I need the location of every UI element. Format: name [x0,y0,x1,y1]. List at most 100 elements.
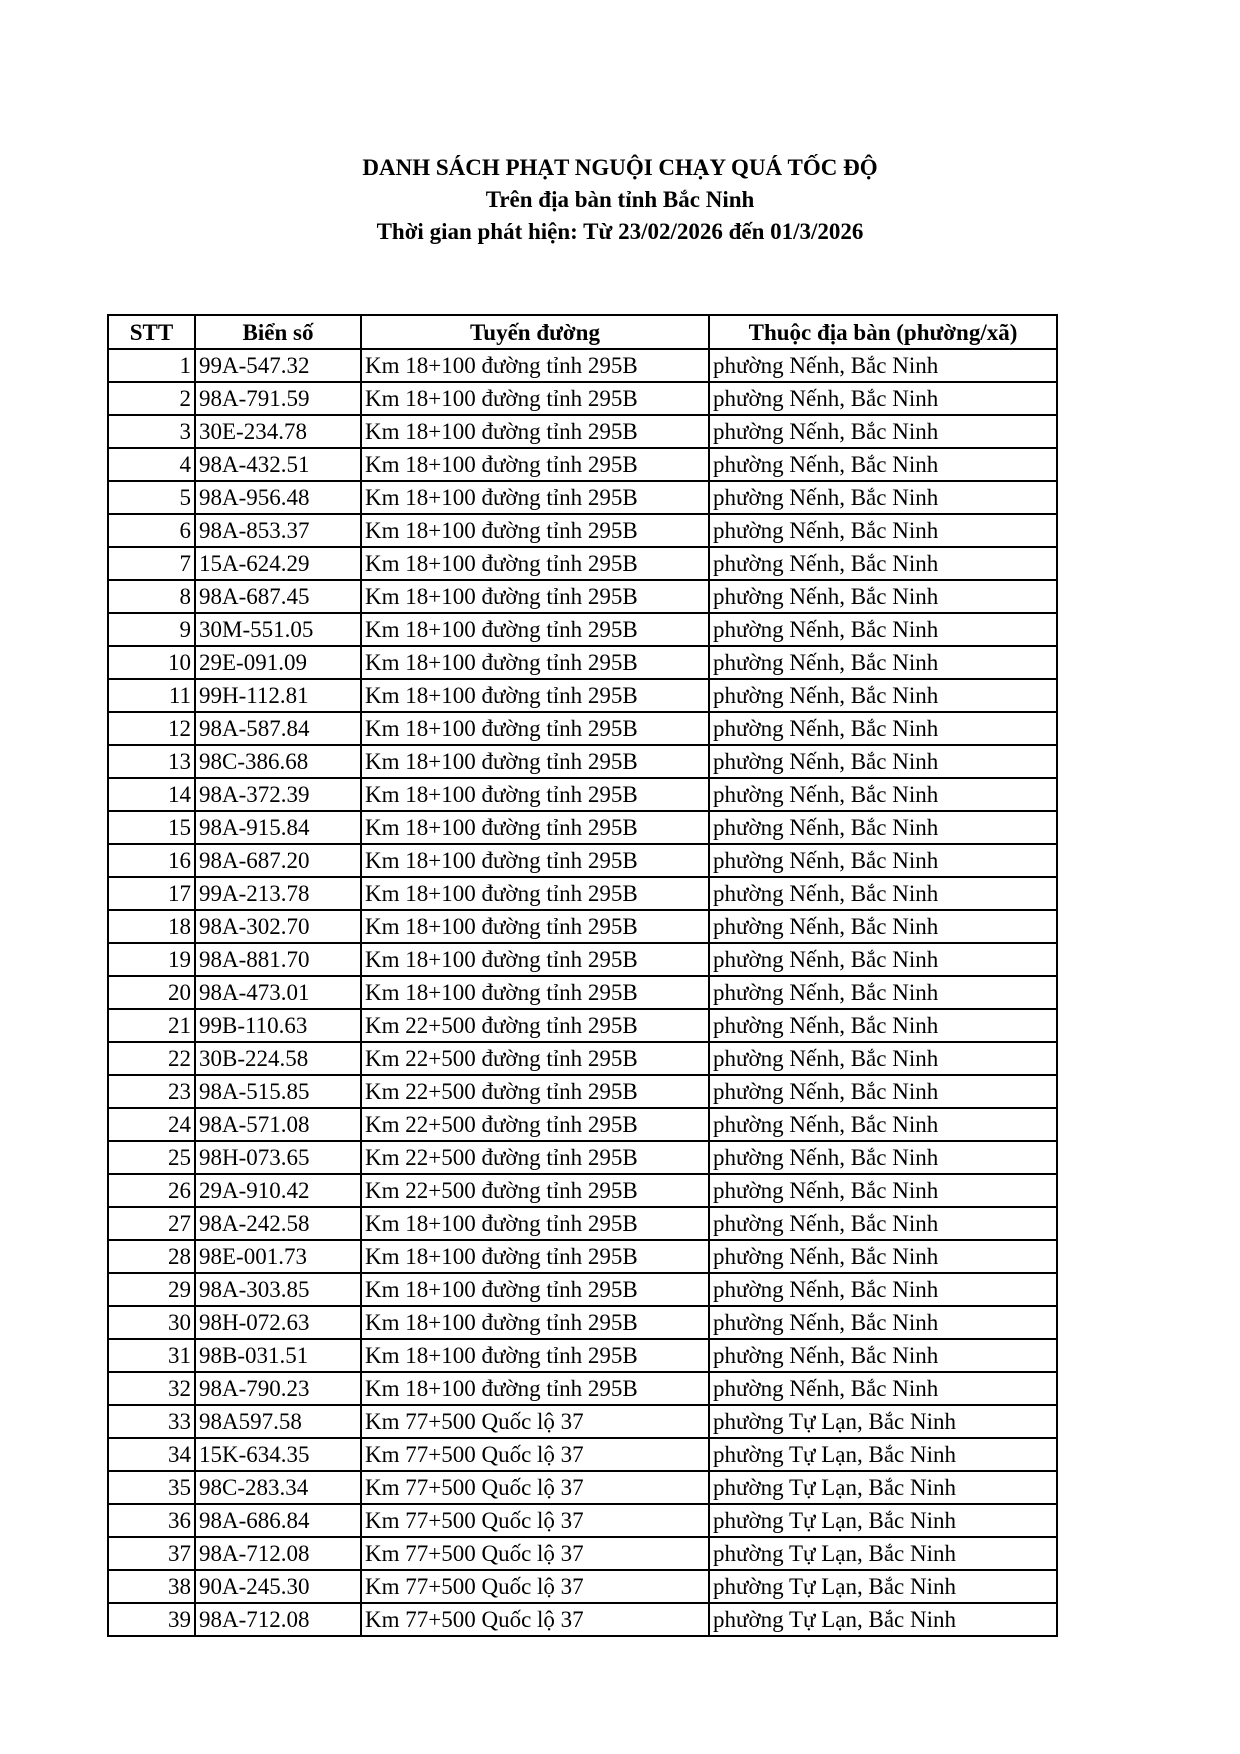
cell-plate: 98A-686.84 [194,1503,362,1538]
cell-area: phường Tự Lạn, Bắc Ninh [708,1470,1058,1505]
cell-plate: 98A-432.51 [194,447,362,482]
cell-area: phường Nếnh, Bắc Ninh [708,1371,1058,1406]
cell-stt: 6 [107,513,196,548]
title-line-2: Trên địa bàn tỉnh Bắc Ninh [485,187,755,212]
violations-table: STT Biển số Tuyến đường Thuộc địa bàn (p… [107,314,1058,1637]
cell-plate: 98C-283.34 [194,1470,362,1505]
cell-plate: 98A-571.08 [194,1107,362,1142]
cell-stt: 12 [107,711,196,746]
cell-stt: 21 [107,1008,196,1043]
cell-area: phường Nếnh, Bắc Ninh [708,579,1058,614]
cell-route: Km 18+100 đường tỉnh 295B [360,1239,710,1274]
cell-area: phường Nếnh, Bắc Ninh [708,942,1058,977]
cell-plate: 98A-302.70 [194,909,362,944]
table-row: 15 98A-915.84 Km 18+100 đường tỉnh 295B phư… [107,810,1058,845]
cell-area: phường Nếnh, Bắc Ninh [708,645,1058,680]
cell-plate: 98A-853.37 [194,513,362,548]
cell-stt: 36 [107,1503,196,1538]
cell-stt: 37 [107,1536,196,1571]
table-row: 5 98A-956.48 Km 18+100 đường tỉnh 295B phườ… [107,480,1058,515]
cell-stt: 39 [107,1602,196,1637]
table-row: 28 98E-001.73 Km 18+100 đường tỉnh 295B phư… [107,1239,1058,1274]
cell-stt: 19 [107,942,196,977]
table-row: 30 98H-072.63 Km 18+100 đường tỉnh 295B phư… [107,1305,1058,1340]
table-row: 6 98A-853.37 Km 18+100 đường tỉnh 295B phườ… [107,513,1058,548]
table-row: 18 98A-302.70 Km 18+100 đường tỉnh 295B phư… [107,909,1058,944]
cell-stt: 13 [107,744,196,779]
cell-stt: 16 [107,843,196,878]
cell-plate: 98A-242.58 [194,1206,362,1241]
table-row: 25 98H-073.65 Km 22+500 đường tỉnh 295B phư… [107,1140,1058,1175]
table-row: 12 98A-587.84 Km 18+100 đường tỉnh 295B phư… [107,711,1058,746]
cell-stt: 33 [107,1404,196,1439]
cell-area: phường Nếnh, Bắc Ninh [708,909,1058,944]
cell-route: Km 22+500 đường tỉnh 295B [360,1041,710,1076]
cell-stt: 34 [107,1437,196,1472]
cell-route: Km 22+500 đường tỉnh 295B [360,1140,710,1175]
cell-stt: 35 [107,1470,196,1505]
cell-area: phường Nếnh, Bắc Ninh [708,546,1058,581]
cell-stt: 27 [107,1206,196,1241]
cell-stt: 28 [107,1239,196,1274]
cell-stt: 3 [107,414,196,449]
cell-area: phường Tự Lạn, Bắc Ninh [708,1602,1058,1637]
table-row: 1 99A-547.32 Km 18+100 đường tỉnh 295B phườ… [107,348,1058,383]
table-row: 16 98A-687.20 Km 18+100 đường tỉnh 295B phư… [107,843,1058,878]
cell-route: Km 18+100 đường tỉnh 295B [360,942,710,977]
cell-plate: 98A-956.48 [194,480,362,515]
header-plate: Biển số [194,314,362,350]
cell-area: phường Nếnh, Bắc Ninh [708,1140,1058,1175]
cell-stt: 24 [107,1107,196,1142]
cell-stt: 30 [107,1305,196,1340]
cell-plate: 98A-687.20 [194,843,362,878]
cell-plate: 30M-551.05 [194,612,362,647]
cell-plate: 98A597.58 [194,1404,362,1439]
cell-stt: 9 [107,612,196,647]
table-row: 20 98A-473.01 Km 18+100 đường tỉnh 295B phư… [107,975,1058,1010]
cell-route: Km 18+100 đường tỉnh 295B [360,447,710,482]
cell-stt: 25 [107,1140,196,1175]
cell-area: phường Nếnh, Bắc Ninh [708,1338,1058,1373]
cell-plate: 30E-234.78 [194,414,362,449]
table-row: 35 98C-283.34 Km 77+500 Quốc lộ 37 phường T… [107,1470,1058,1505]
cell-area: phường Nếnh, Bắc Ninh [708,1272,1058,1307]
cell-area: phường Nếnh, Bắc Ninh [708,1008,1058,1043]
document-title: DANH SÁCH PHẠT NGUỘI CHẠY QUÁ TỐC ĐỘ Trê… [0,152,1240,248]
header-area: Thuộc địa bàn (phường/xã) [708,314,1058,350]
table-row: 10 29E-091.09 Km 18+100 đường tỉnh 295B phư… [107,645,1058,680]
header-route: Tuyến đường [360,314,710,350]
cell-plate: 98A-915.84 [194,810,362,845]
cell-area: phường Nếnh, Bắc Ninh [708,414,1058,449]
cell-stt: 14 [107,777,196,812]
cell-route: Km 18+100 đường tỉnh 295B [360,480,710,515]
cell-plate: 15A-624.29 [194,546,362,581]
cell-plate: 98B-031.51 [194,1338,362,1373]
cell-plate: 29A-910.42 [194,1173,362,1208]
cell-plate: 98A-372.39 [194,777,362,812]
table-row: 34 15K-634.35 Km 77+500 Quốc lộ 37 phường T… [107,1437,1058,1472]
cell-area: phường Nếnh, Bắc Ninh [708,744,1058,779]
table-row: 17 99A-213.78 Km 18+100 đường tỉnh 295B phư… [107,876,1058,911]
cell-plate: 98A-791.59 [194,381,362,416]
cell-stt: 8 [107,579,196,614]
cell-route: Km 18+100 đường tỉnh 295B [360,513,710,548]
cell-area: phường Nếnh, Bắc Ninh [708,612,1058,647]
cell-area: phường Tự Lạn, Bắc Ninh [708,1503,1058,1538]
cell-stt: 22 [107,1041,196,1076]
table-row: 37 98A-712.08 Km 77+500 Quốc lộ 37 phường T… [107,1536,1058,1571]
title-line-3: Thời gian phát hiện: Từ 23/02/2026 đến 0… [376,219,864,244]
cell-stt: 29 [107,1272,196,1307]
cell-plate: 98A-881.70 [194,942,362,977]
cell-area: phường Nếnh, Bắc Ninh [708,975,1058,1010]
cell-plate: 99A-547.32 [194,348,362,383]
cell-route: Km 18+100 đường tỉnh 295B [360,975,710,1010]
table-row: 23 98A-515.85 Km 22+500 đường tỉnh 295B phư… [107,1074,1058,1109]
cell-plate: 98E-001.73 [194,1239,362,1274]
cell-area: phường Tự Lạn, Bắc Ninh [708,1437,1058,1472]
cell-route: Km 18+100 đường tỉnh 295B [360,810,710,845]
cell-area: phường Nếnh, Bắc Ninh [708,843,1058,878]
cell-route: Km 18+100 đường tỉnh 295B [360,876,710,911]
cell-route: Km 18+100 đường tỉnh 295B [360,744,710,779]
cell-plate: 30B-224.58 [194,1041,362,1076]
cell-route: Km 18+100 đường tỉnh 295B [360,546,710,581]
